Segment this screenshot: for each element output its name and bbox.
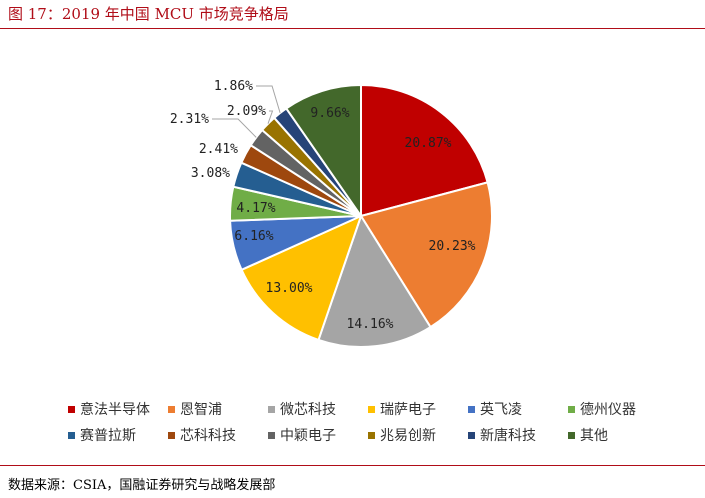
legend-row-1: 赛普拉斯 芯科科技 中颖电子 兆易创新 新唐科技 其他	[68, 422, 668, 448]
legend-swatch-7	[168, 431, 175, 439]
legend-label-3: 瑞萨电子	[380, 402, 436, 418]
legend-item-9: 兆易创新	[368, 425, 468, 445]
leader-line-9	[267, 110, 274, 124]
legend-swatch-6	[68, 431, 75, 439]
legend-label-8: 中颖电子	[280, 428, 336, 444]
legend-swatch-11	[568, 431, 575, 439]
legend-swatch-0	[68, 405, 75, 413]
legend-item-7: 芯科科技	[168, 425, 268, 445]
legend-label-10: 新唐科技	[480, 428, 536, 444]
legend-swatch-4	[468, 405, 475, 413]
legend-label-4: 英飞凌	[480, 402, 522, 418]
legend-item-4: 英飞凌	[468, 399, 568, 419]
data-label-1: 20.23%	[429, 239, 476, 254]
leader-line-10	[256, 85, 281, 114]
legend-item-10: 新唐科技	[468, 425, 568, 445]
data-label-9: 2.09%	[227, 104, 266, 119]
legend-item-5: 德州仪器	[568, 399, 668, 419]
data-label-2: 14.16%	[347, 317, 394, 332]
legend-item-0: 意法半导体	[68, 399, 168, 419]
data-label-7: 2.41%	[199, 142, 238, 157]
data-label-6: 3.08%	[191, 166, 230, 181]
pie-slice-0	[360, 83, 489, 218]
legend-swatch-9	[368, 431, 375, 439]
legend-label-0: 意法半导体	[80, 402, 150, 418]
legend-item-11: 其他	[568, 425, 668, 445]
legend-swatch-10	[468, 431, 475, 439]
leader-line-8	[212, 118, 257, 138]
bottom-divider	[0, 465, 705, 466]
pie-slice-3	[240, 214, 363, 342]
legend-row-0: 意法半导体 恩智浦 微芯科技 瑞萨电子 英飞凌 德州仪器	[68, 396, 668, 422]
legend-label-7: 芯科科技	[180, 428, 236, 444]
data-label-8: 2.31%	[170, 112, 209, 127]
legend-item-8: 中颖电子	[268, 425, 368, 445]
data-label-5: 4.17%	[236, 201, 275, 216]
legend-label-6: 赛普拉斯	[80, 428, 136, 444]
chart-legend: 意法半导体 恩智浦 微芯科技 瑞萨电子 英飞凌 德州仪器赛普拉斯 芯科科技 中颖电子 兆易创新 新…	[68, 396, 668, 448]
legend-label-2: 微芯科技	[280, 402, 336, 418]
legend-item-1: 恩智浦	[168, 399, 268, 419]
pie-slice-11	[284, 83, 362, 220]
top-divider	[0, 28, 705, 29]
legend-swatch-2	[268, 405, 275, 413]
legend-label-5: 德州仪器	[580, 402, 636, 418]
legend-swatch-1	[168, 405, 175, 413]
data-label-10: 1.86%	[214, 79, 253, 94]
data-label-3: 13.00%	[266, 281, 313, 296]
pie-slice-2	[317, 213, 432, 348]
data-source: 数据来源：CSIA，国融证券研究与战略发展部	[8, 478, 276, 493]
pie-slice-1	[359, 181, 493, 329]
data-label-0: 20.87%	[405, 136, 452, 151]
legend-item-3: 瑞萨电子	[368, 399, 468, 419]
legend-swatch-3	[368, 405, 375, 413]
data-label-11: 9.66%	[310, 106, 349, 121]
legend-label-11: 其他	[580, 428, 608, 444]
legend-swatch-8	[268, 431, 275, 439]
data-label-4: 6.16%	[234, 229, 273, 244]
figure-title: 图 17：2019 年中国 MCU 市场竞争格局	[8, 5, 289, 23]
legend-item-6: 赛普拉斯	[68, 425, 168, 445]
legend-label-1: 恩智浦	[180, 402, 222, 418]
legend-swatch-5	[568, 405, 575, 413]
legend-item-2: 微芯科技	[268, 399, 368, 419]
legend-label-9: 兆易创新	[380, 428, 436, 444]
